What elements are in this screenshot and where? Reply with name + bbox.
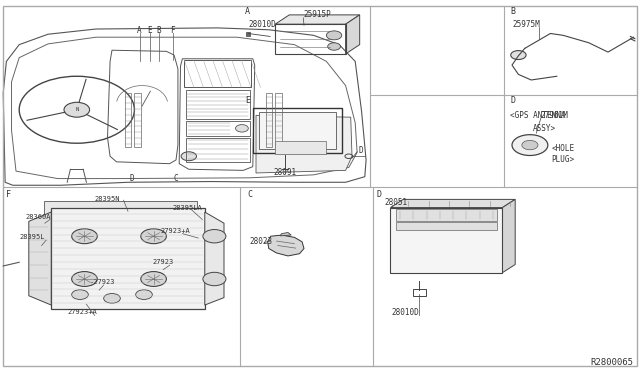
Text: 25915P: 25915P <box>303 10 331 19</box>
Text: E: E <box>245 96 250 105</box>
Circle shape <box>72 229 97 244</box>
Circle shape <box>522 140 538 150</box>
Circle shape <box>141 272 166 286</box>
Text: D: D <box>129 174 134 183</box>
Bar <box>413 289 426 296</box>
Polygon shape <box>51 208 205 309</box>
Text: D: D <box>510 96 515 105</box>
Bar <box>390 208 502 273</box>
Text: 28091: 28091 <box>273 169 296 177</box>
Text: 27923+A: 27923+A <box>160 228 189 234</box>
Polygon shape <box>246 32 250 36</box>
Circle shape <box>104 294 120 303</box>
Circle shape <box>72 290 88 299</box>
Bar <box>184 60 251 87</box>
Text: <GPS ANTENNA: <GPS ANTENNA <box>510 111 565 120</box>
Polygon shape <box>275 15 360 24</box>
Circle shape <box>72 272 97 286</box>
Text: 27961M: 27961M <box>541 111 568 120</box>
Text: E: E <box>147 26 152 35</box>
Bar <box>275 24 346 54</box>
Text: 25975M: 25975M <box>513 20 540 29</box>
Polygon shape <box>29 212 51 305</box>
Text: 28360A: 28360A <box>26 214 51 220</box>
Text: C: C <box>173 174 178 183</box>
Bar <box>275 141 326 154</box>
Circle shape <box>136 290 152 299</box>
Bar <box>125 93 131 147</box>
Text: C: C <box>247 190 252 199</box>
Text: B: B <box>510 7 515 16</box>
Polygon shape <box>268 235 304 256</box>
Bar <box>396 222 497 230</box>
Polygon shape <box>259 112 336 149</box>
Circle shape <box>203 272 226 286</box>
Circle shape <box>236 125 248 132</box>
Polygon shape <box>280 232 291 236</box>
Text: PLUG>: PLUG> <box>552 155 575 164</box>
Bar <box>186 121 250 136</box>
Circle shape <box>203 230 226 243</box>
Text: B: B <box>156 26 161 35</box>
Text: -27923: -27923 <box>90 279 115 285</box>
Text: ASSY>: ASSY> <box>532 124 556 133</box>
Text: F: F <box>170 26 175 35</box>
Polygon shape <box>502 199 515 273</box>
Text: 28395LA: 28395LA <box>173 205 202 211</box>
Polygon shape <box>346 15 360 54</box>
Polygon shape <box>205 212 224 305</box>
Bar <box>396 209 497 221</box>
Polygon shape <box>256 115 352 173</box>
Circle shape <box>181 152 196 161</box>
Bar <box>134 93 141 147</box>
Text: R2800065: R2800065 <box>591 358 634 367</box>
Circle shape <box>64 102 90 117</box>
Bar <box>186 90 250 119</box>
Text: <HOLE: <HOLE <box>552 144 575 153</box>
Text: A: A <box>245 7 250 16</box>
Circle shape <box>328 43 340 50</box>
Text: D: D <box>377 190 382 199</box>
Bar <box>266 93 272 147</box>
Bar <box>275 93 282 147</box>
Text: 27923+A: 27923+A <box>67 310 97 315</box>
Text: A: A <box>137 26 142 35</box>
Text: 28010D: 28010D <box>392 308 419 317</box>
Text: 28051: 28051 <box>384 198 407 207</box>
Circle shape <box>511 51 526 60</box>
Text: 28395N: 28395N <box>95 196 120 202</box>
Bar <box>186 138 250 162</box>
Polygon shape <box>44 201 197 301</box>
Text: 27923: 27923 <box>152 259 173 265</box>
Polygon shape <box>390 199 515 208</box>
Text: D: D <box>358 146 363 155</box>
Circle shape <box>326 31 342 40</box>
Text: 28395L: 28395L <box>19 234 45 240</box>
Text: N: N <box>75 107 79 112</box>
Text: 28010D: 28010D <box>248 20 276 29</box>
Circle shape <box>141 229 166 244</box>
Text: F: F <box>6 190 12 199</box>
Circle shape <box>512 135 548 155</box>
Text: 28023: 28023 <box>250 237 273 246</box>
